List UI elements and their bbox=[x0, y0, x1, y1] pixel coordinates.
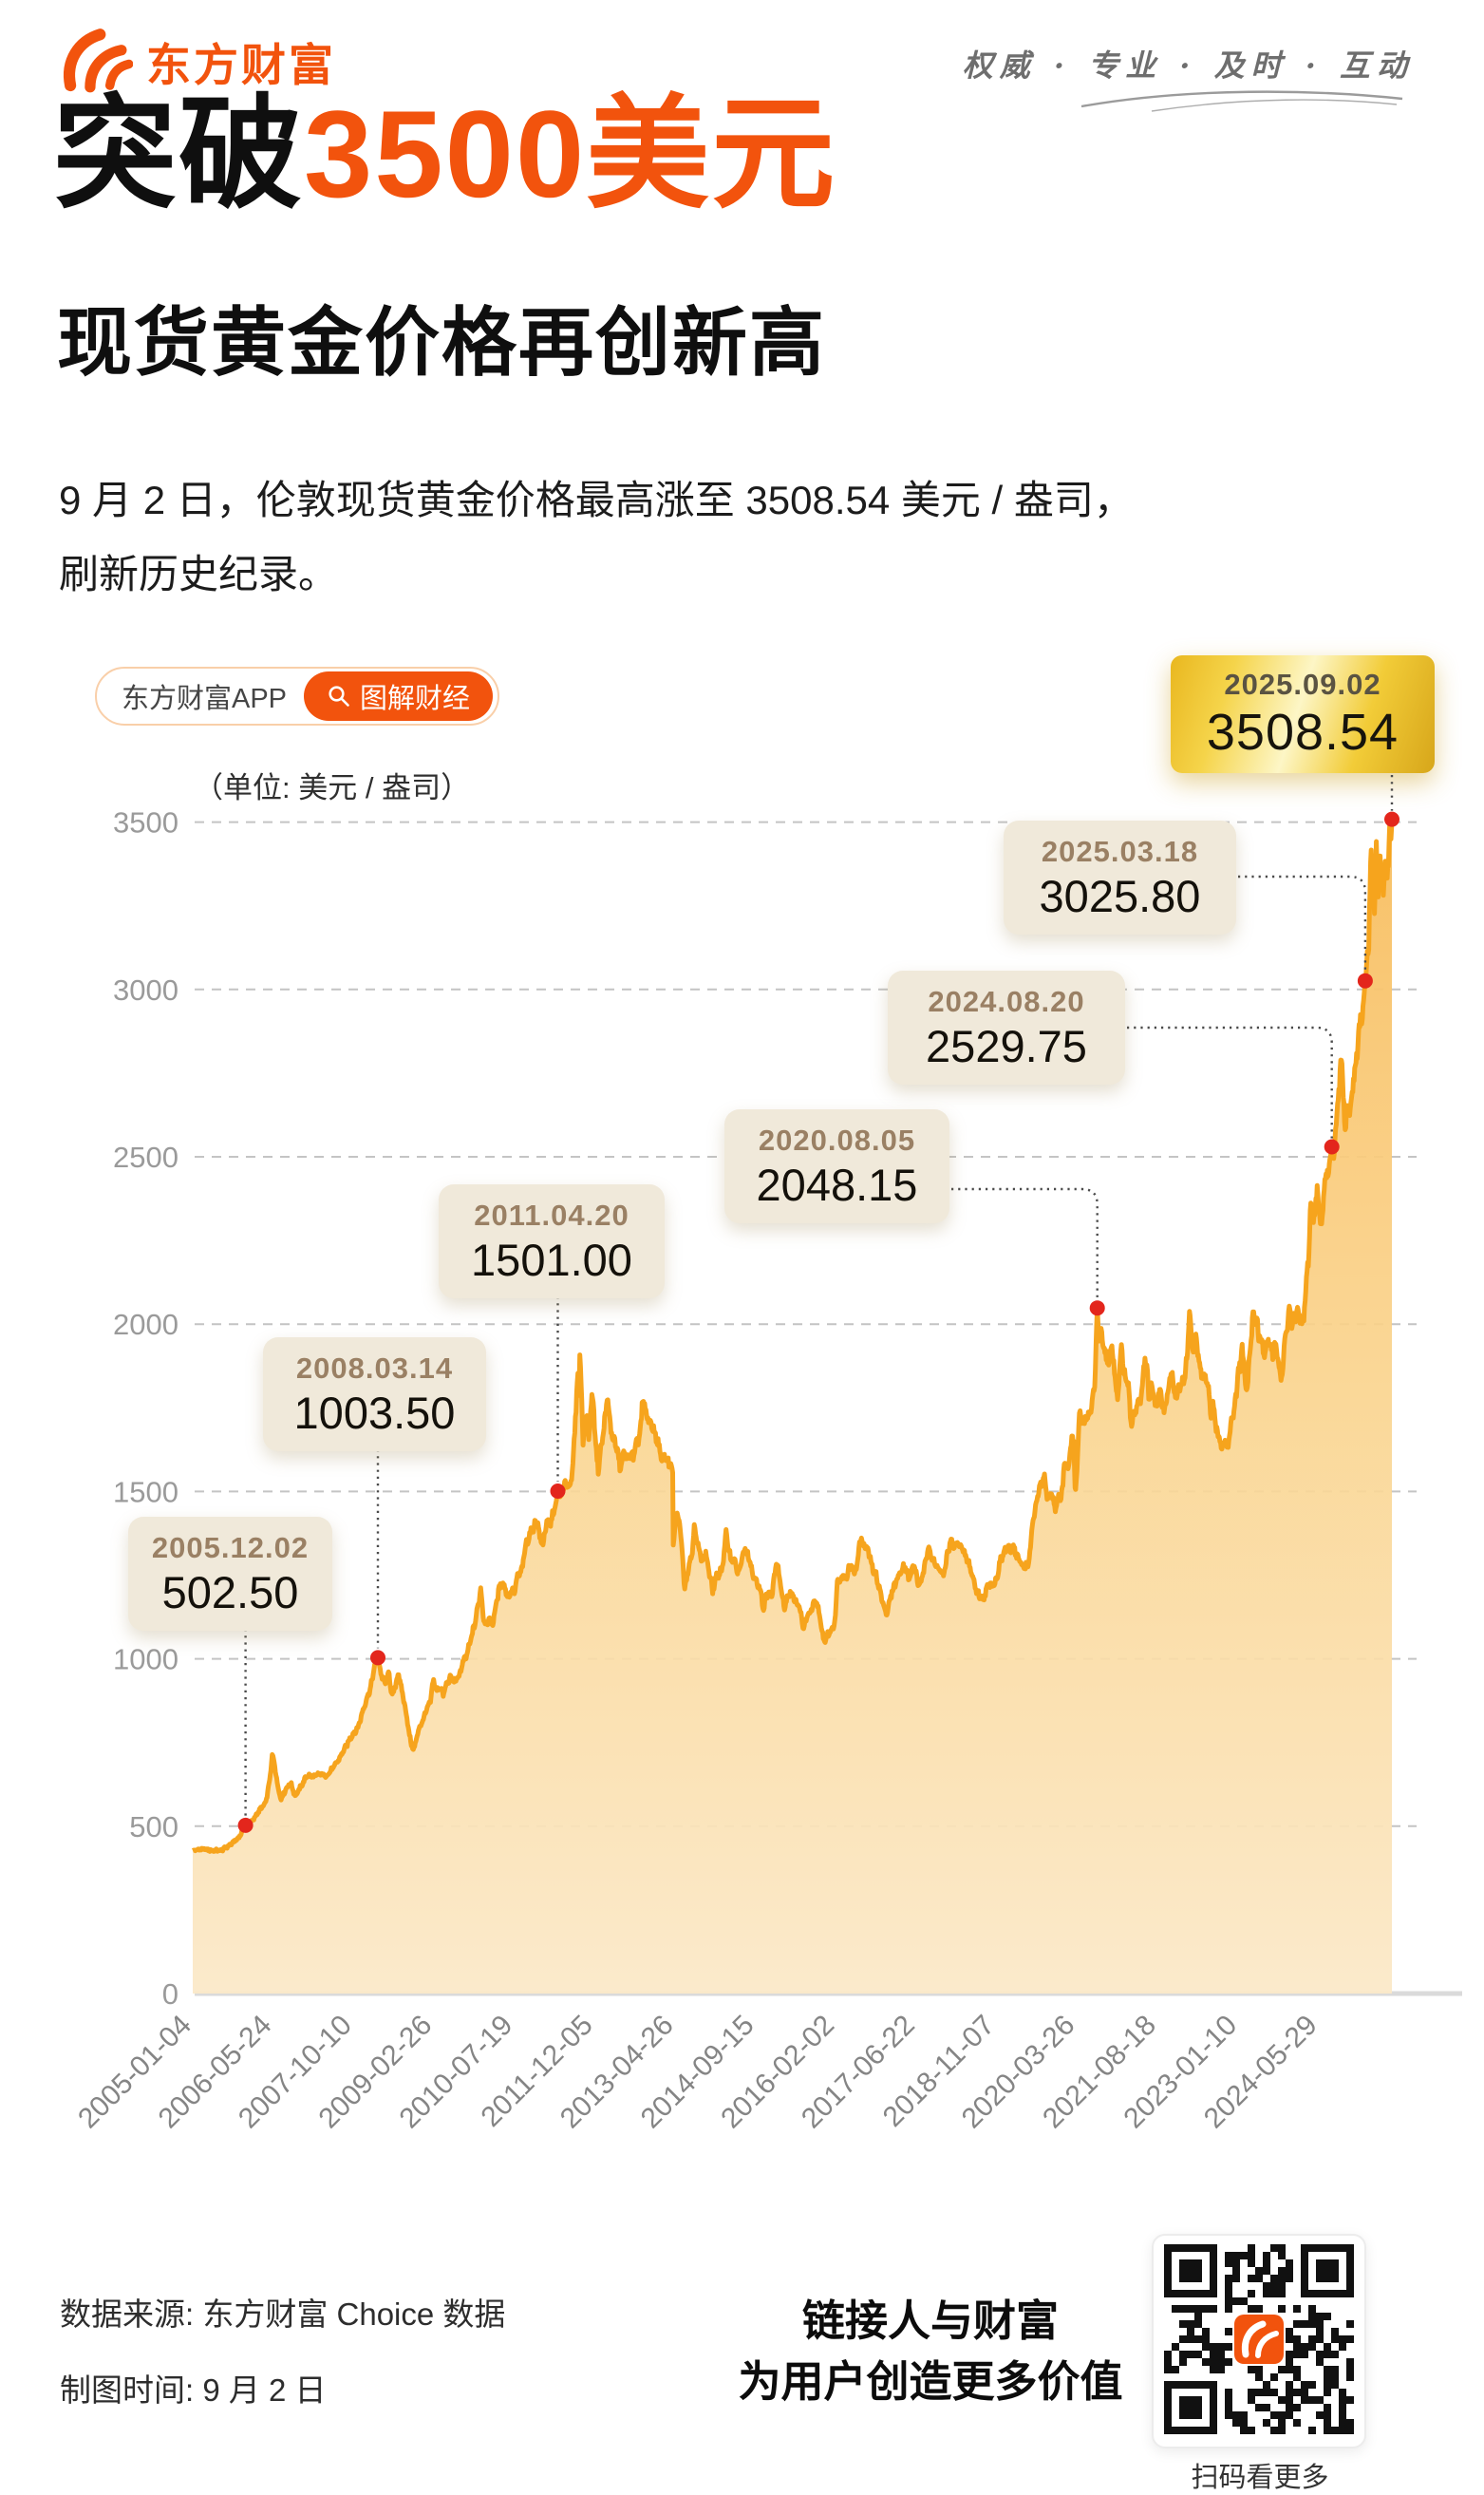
milestone-callout: 2005.12.02 502.50 bbox=[128, 1517, 332, 1631]
footer-slogan-line1: 链接人与财富 bbox=[801, 2297, 1059, 2345]
chart-column-button[interactable]: 图解财经 bbox=[304, 671, 494, 721]
milestone-date: 2011.04.20 bbox=[474, 1199, 629, 1232]
record-high-box: 2025.09.02 3508.54 bbox=[1171, 655, 1435, 773]
search-icon bbox=[329, 686, 349, 707]
milestone-dot bbox=[550, 1484, 566, 1499]
brand-name: 东方财富 bbox=[146, 39, 336, 90]
footer-source-block: 数据来源: 东方财富 Choice 数据 制图时间: 9 月 2 日 bbox=[60, 2289, 505, 2410]
eastmoney-logo-icon bbox=[64, 28, 133, 93]
app-name-label: 东方财富APP bbox=[122, 684, 288, 714]
milestone-date: 2025.03.18 bbox=[1041, 835, 1199, 868]
milestone-date: 2024.08.20 bbox=[928, 985, 1085, 1018]
milestone-dot bbox=[1357, 973, 1373, 989]
callout-connector bbox=[951, 1187, 1099, 1300]
record-date: 2025.09.02 bbox=[1224, 668, 1381, 701]
y-tick-label: 3500 bbox=[113, 806, 178, 840]
record-value: 3508.54 bbox=[1206, 704, 1399, 761]
intro-paragraph: 9 月 2 日，伦敦现货黄金价格最高涨至 3508.54 美元 / 盎司， 刷新… bbox=[59, 463, 1134, 612]
qr-caption: 扫码看更多 bbox=[1191, 2463, 1329, 2493]
app-badge: 东方财富APP 图解财经 bbox=[95, 667, 500, 726]
qr-block: 扫码看更多 bbox=[1152, 2234, 1368, 2495]
chart-unit-label: （单位: 美元 / 盎司） bbox=[194, 771, 471, 804]
milestone-value: 1003.50 bbox=[293, 1388, 456, 1438]
milestone-callout: 2020.08.05 2048.15 bbox=[724, 1109, 949, 1223]
intro-line-1: 9 月 2 日，伦敦现货黄金价格最高涨至 3508.54 美元 / 盎司， bbox=[59, 478, 1134, 522]
page-title: 突破3500美元 bbox=[53, 89, 836, 219]
y-tick-label: 1500 bbox=[113, 1475, 178, 1508]
milestone-dot bbox=[1089, 1300, 1105, 1316]
footer-slogan-line2: 为用户创造更多价值 bbox=[738, 2356, 1123, 2406]
milestone-date: 2005.12.02 bbox=[151, 1531, 310, 1564]
y-tick-label: 2500 bbox=[113, 1141, 178, 1174]
brand-header: 东方财富 bbox=[59, 27, 336, 95]
callout-connector bbox=[1238, 875, 1367, 973]
callout-connector bbox=[1127, 1026, 1333, 1139]
milestone-value: 1501.00 bbox=[471, 1235, 632, 1285]
milestone-dot bbox=[237, 1817, 254, 1833]
y-tick-label: 1000 bbox=[113, 1643, 178, 1676]
page-subtitle: 现货黄金价格再创新高 bbox=[57, 300, 826, 385]
milestone-dot bbox=[1384, 811, 1399, 827]
title-highlight: 3500美元 bbox=[304, 85, 837, 223]
intro-line-2: 刷新历史纪录。 bbox=[59, 552, 339, 597]
y-tick-label: 0 bbox=[162, 1977, 178, 2011]
gold-price-area-chart: 0 500 1000 1500 2000 2500 3000 3500 2005-01-04 2… bbox=[0, 722, 1484, 2208]
footer-slogan-block: 链接人与财富 为用户创造更多价值 bbox=[704, 2291, 1156, 2412]
price-area-fill bbox=[193, 819, 1392, 1994]
milestone-value: 502.50 bbox=[161, 1567, 299, 1617]
milestone-callout: 2011.04.20 1501.00 bbox=[439, 1184, 665, 1298]
slogan-flourish-swoosh bbox=[1080, 90, 1403, 112]
milestone-value: 2529.75 bbox=[926, 1021, 1087, 1071]
title-prefix: 突破 bbox=[53, 85, 305, 223]
y-tick-label: 500 bbox=[129, 1810, 178, 1843]
milestone-callout: 2008.03.14 1003.50 bbox=[263, 1337, 486, 1451]
milestone-value: 3025.80 bbox=[1039, 871, 1201, 921]
milestone-dot bbox=[1324, 1139, 1340, 1155]
chart-date-label: 制图时间: 9 月 2 日 bbox=[60, 2372, 327, 2408]
price-line bbox=[191, 819, 1395, 1854]
y-tick-label: 3000 bbox=[113, 973, 178, 1007]
chart-column-label: 图解财经 bbox=[360, 684, 471, 714]
data-source-label: 数据来源: 东方财富 Choice 数据 bbox=[60, 2297, 506, 2332]
milestone-value: 2048.15 bbox=[756, 1160, 918, 1210]
milestone-date: 2008.03.14 bbox=[295, 1351, 454, 1385]
milestone-callout: 2024.08.20 2529.75 bbox=[888, 971, 1125, 1085]
brand-slogan: 权威 · 专业 · 及时 · 互动 bbox=[962, 47, 1414, 84]
milestone-dot bbox=[370, 1650, 385, 1666]
milestone-callout: 2025.03.18 3025.80 bbox=[1004, 821, 1236, 935]
qr-code bbox=[1152, 2234, 1366, 2448]
y-tick-label: 2000 bbox=[113, 1308, 178, 1341]
milestone-date: 2020.08.05 bbox=[758, 1124, 916, 1157]
